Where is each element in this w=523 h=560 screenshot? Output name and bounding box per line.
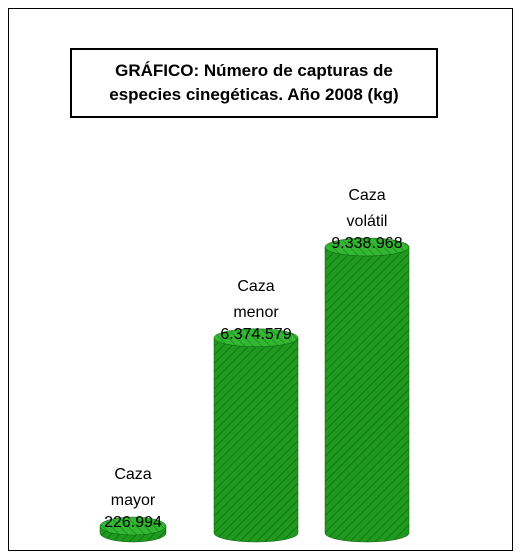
value-label: 226.994: [104, 514, 162, 532]
chart-border: [8, 8, 513, 551]
category-label: Caza volátil: [346, 187, 388, 230]
cylinder-body: [324, 246, 410, 543]
cylinder: [324, 237, 410, 543]
cylinder-top: [99, 516, 167, 536]
value-label: 9.338.968: [331, 235, 403, 252]
cylinder-top: [324, 237, 410, 257]
category-label: Caza menor: [233, 277, 279, 321]
value-label: 6.374.579: [220, 325, 292, 343]
cylinder-body: [213, 337, 299, 543]
category-label: Caza mayor: [110, 466, 156, 510]
chart-title: GRÁFICO: Número de capturas de especies …: [70, 48, 438, 118]
cylinder-top: [213, 328, 299, 348]
cylinder: [213, 328, 299, 543]
cylinder: [99, 516, 167, 543]
